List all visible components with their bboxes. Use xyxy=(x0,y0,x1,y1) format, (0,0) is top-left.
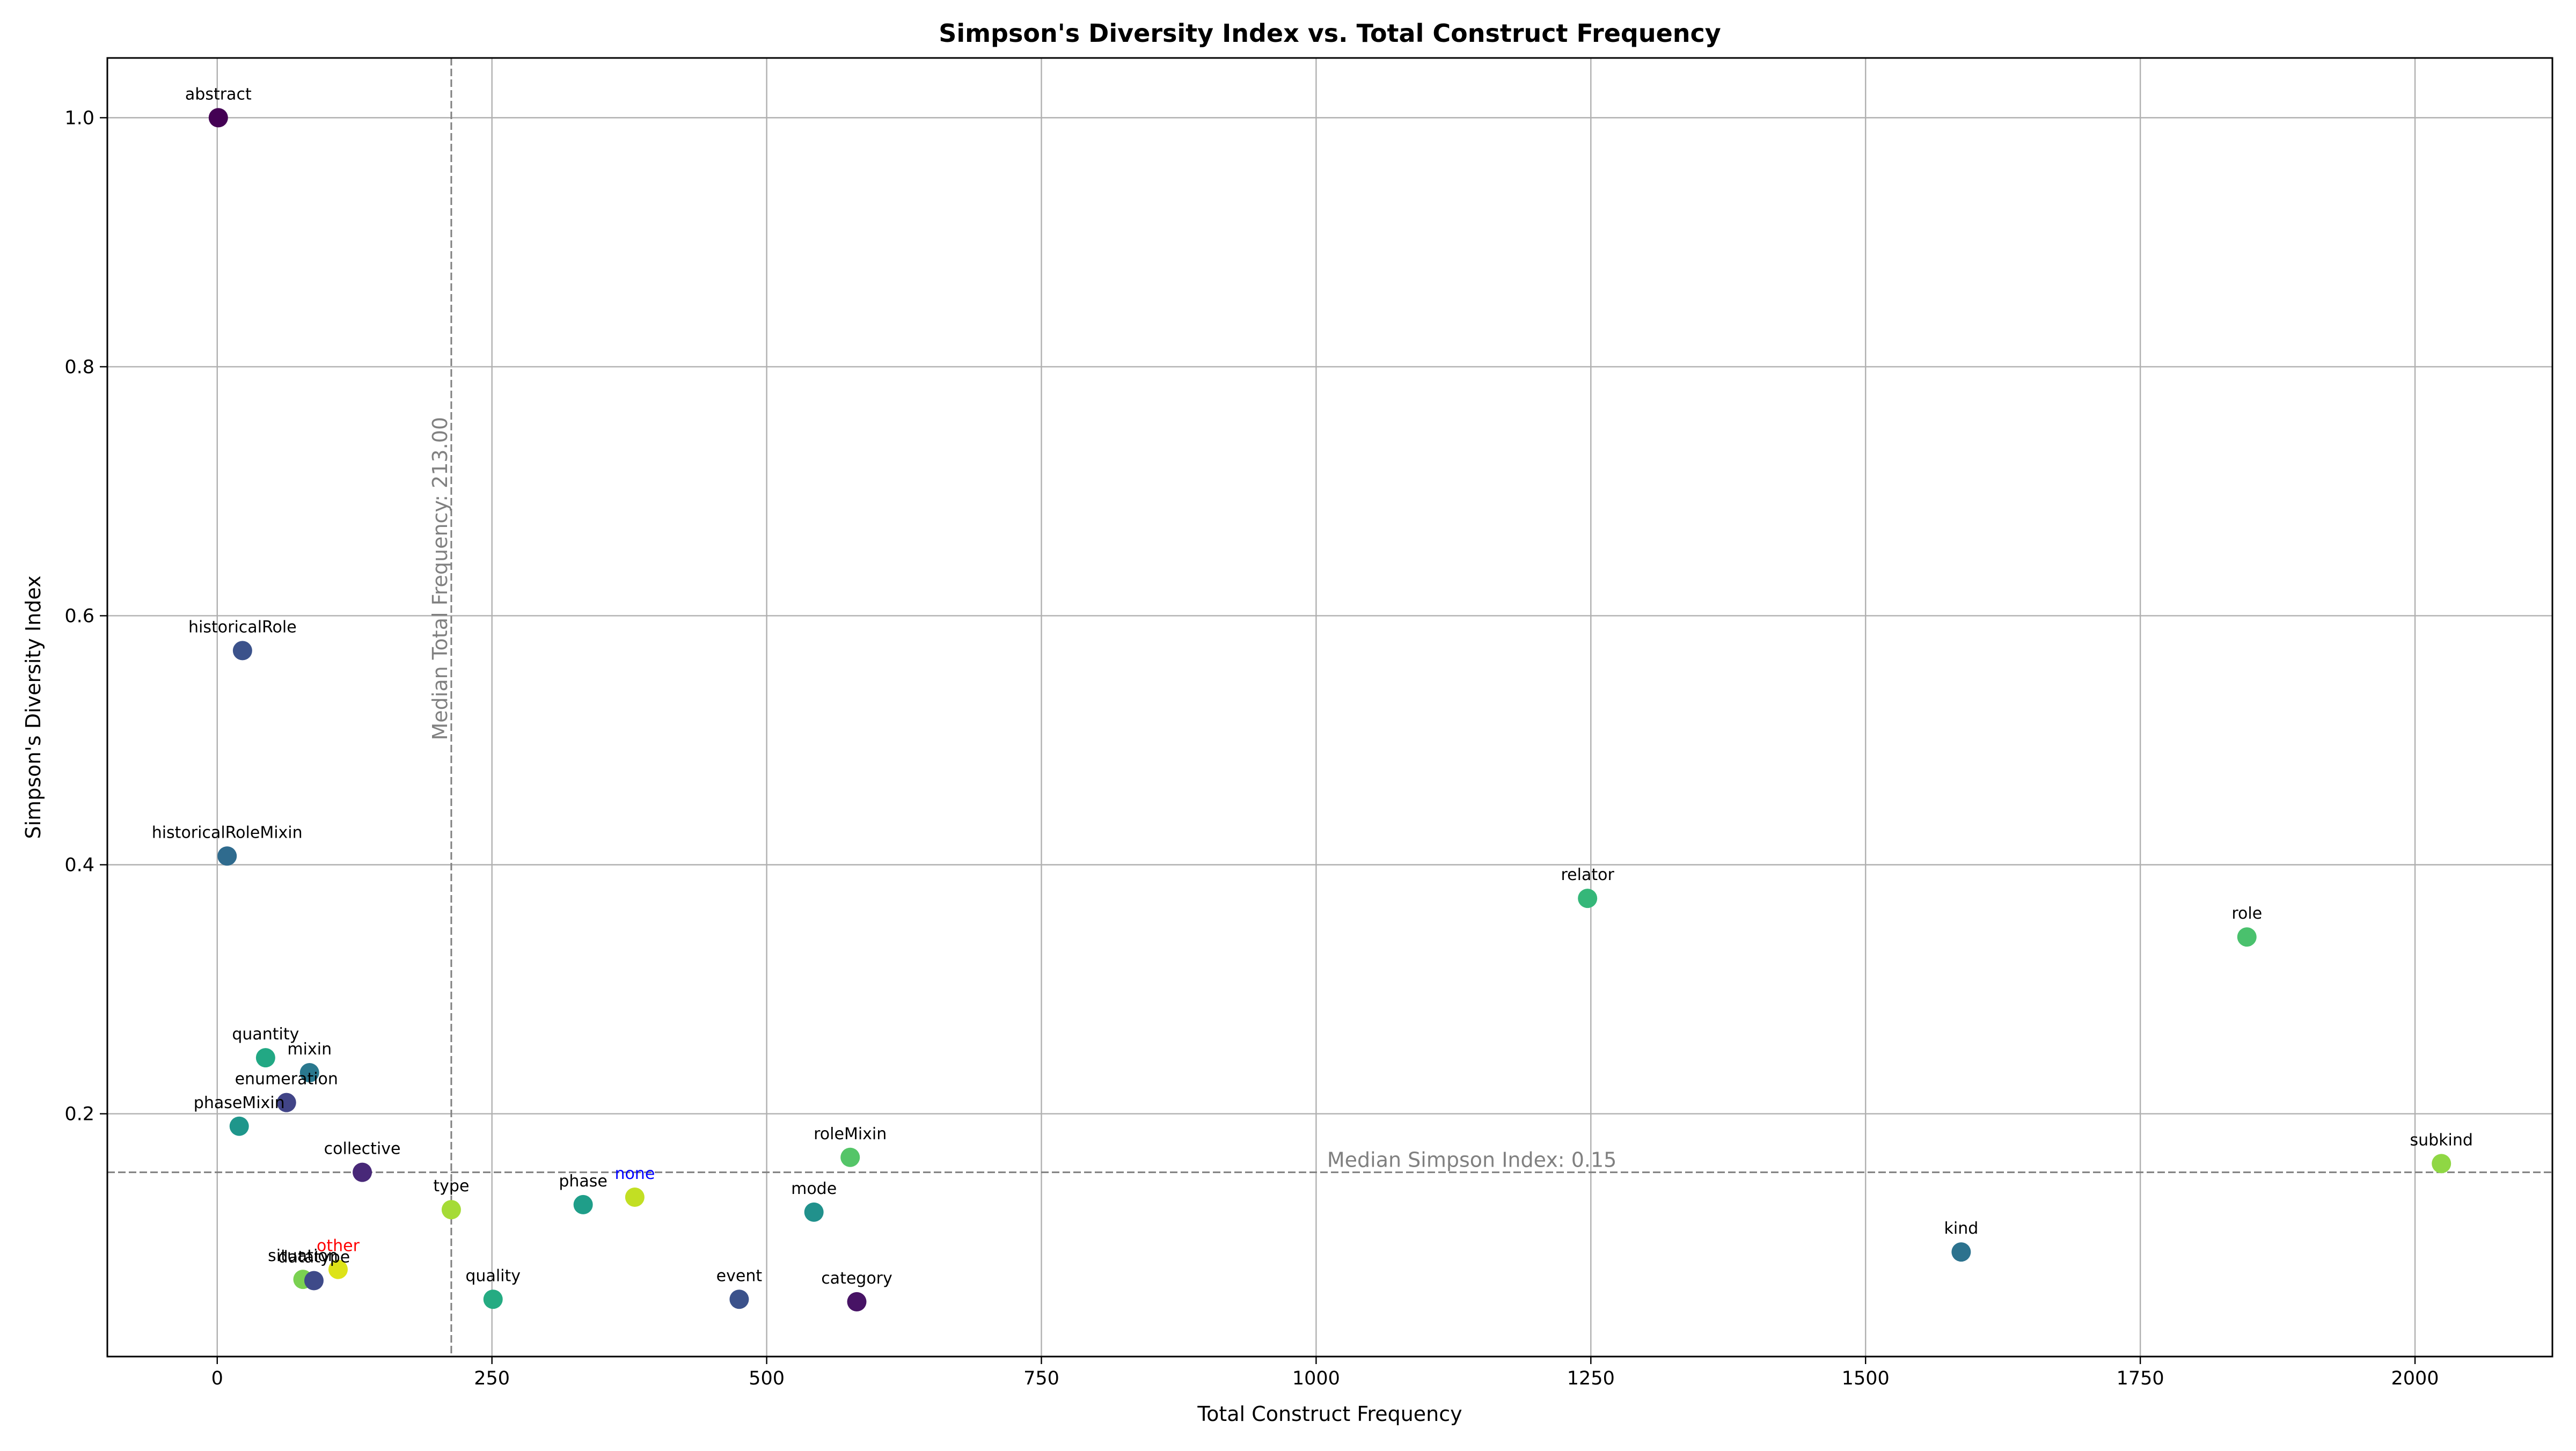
point-label-mode: mode xyxy=(791,1179,837,1198)
chart-title: Simpson's Diversity Index vs. Total Cons… xyxy=(939,19,1721,48)
data-point-quality xyxy=(483,1289,503,1309)
x-tick-label: 1250 xyxy=(1567,1368,1615,1389)
point-label-roleMixin: roleMixin xyxy=(814,1125,887,1144)
data-point-mode xyxy=(804,1202,824,1222)
median-simpson-label: Median Simpson Index: 0.15 xyxy=(1327,1148,1616,1172)
data-point-subkind xyxy=(2432,1154,2451,1174)
point-label-role: role xyxy=(2231,904,2262,923)
x-tick-label: 250 xyxy=(474,1368,510,1389)
data-point-abstract xyxy=(208,108,228,128)
y-tick-label: 0.8 xyxy=(64,356,94,378)
data-point-none xyxy=(625,1188,645,1207)
point-label-situation: situation xyxy=(268,1247,338,1265)
x-tick-label: 1500 xyxy=(1842,1368,1890,1389)
point-label-type: type xyxy=(433,1177,469,1196)
x-tick-label: 2000 xyxy=(2391,1368,2439,1389)
data-point-enumeration xyxy=(276,1093,296,1112)
point-label-mixin: mixin xyxy=(287,1040,332,1059)
data-point-collective xyxy=(353,1162,372,1182)
point-label-kind: kind xyxy=(1944,1219,1978,1238)
data-point-category xyxy=(847,1292,867,1311)
data-point-kind xyxy=(1951,1242,1971,1262)
data-point-quantity xyxy=(255,1048,275,1068)
point-label-datatype: datatype xyxy=(278,1248,350,1266)
plot-frame xyxy=(106,57,2553,1358)
point-label-event: event xyxy=(716,1266,763,1285)
x-axis-label: Total Construct Frequency xyxy=(1197,1402,1462,1426)
x-tick-label: 500 xyxy=(749,1368,785,1389)
point-label-enumeration: enumeration xyxy=(235,1070,338,1089)
data-point-historicalRole xyxy=(232,641,252,661)
median-frequency-label: Median Total Frequency: 213.00 xyxy=(428,417,452,741)
y-tick-label: 0.4 xyxy=(64,855,94,876)
x-tick-label: 1000 xyxy=(1292,1368,1340,1389)
point-label-subkind: subkind xyxy=(2410,1131,2472,1149)
data-point-roleMixin xyxy=(840,1147,860,1167)
data-point-historicalRoleMixin xyxy=(217,846,237,866)
data-point-type xyxy=(441,1200,461,1220)
data-points xyxy=(208,108,2451,1311)
axis-ticks: 0 250 500 750 1000 1250 1500 1750 2000 0.2 0.4 0.6 0… xyxy=(64,107,2439,1389)
y-tick-label: 0.6 xyxy=(64,605,94,627)
grid-lines xyxy=(107,58,2552,1357)
data-point-event xyxy=(729,1289,749,1309)
point-label-phase: phase xyxy=(559,1172,608,1191)
data-point-phaseMixin xyxy=(229,1116,249,1136)
point-label-phaseMixin: phaseMixin xyxy=(194,1094,285,1112)
data-point-relator xyxy=(1578,889,1598,908)
data-point-other xyxy=(328,1259,348,1279)
point-label-abstract: abstract xyxy=(185,85,252,104)
data-point-mixin xyxy=(299,1062,319,1082)
point-label-historicalRole: historicalRole xyxy=(188,618,297,636)
point-label-collective: collective xyxy=(324,1140,401,1159)
data-point-datatype xyxy=(304,1271,324,1291)
x-tick-label: 750 xyxy=(1023,1368,1059,1389)
point-label-other: other xyxy=(317,1237,360,1256)
data-point-phase xyxy=(573,1194,593,1214)
x-tick-label: 0 xyxy=(211,1368,223,1389)
y-tick-label: 1.0 xyxy=(64,107,94,129)
point-label-quantity: quantity xyxy=(232,1025,299,1044)
point-label-relator: relator xyxy=(1561,866,1615,884)
point-label-none: none xyxy=(614,1164,655,1183)
point-label-historicalRoleMixin: historicalRoleMixin xyxy=(152,823,303,842)
point-label-category: category xyxy=(821,1269,892,1288)
median-lines: Median Total Frequency: 213.00 Median Sim… xyxy=(107,58,2552,1357)
x-tick-label: 1750 xyxy=(2117,1368,2164,1389)
data-point-role xyxy=(2237,927,2257,947)
y-tick-label: 0.2 xyxy=(64,1104,94,1125)
point-label-quality: quality xyxy=(465,1266,521,1285)
y-axis-label: Simpson's Diversity Index xyxy=(21,575,45,839)
point-labels: abstract historicalRole historicalRoleMixi… xyxy=(152,85,2473,1288)
